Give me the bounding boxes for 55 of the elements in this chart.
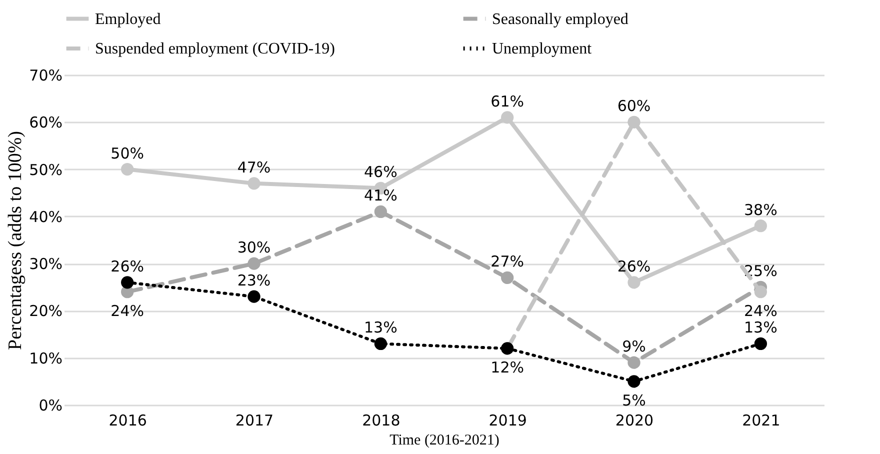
data-label: 60% xyxy=(617,97,651,116)
data-label: 24% xyxy=(110,302,144,320)
x-axis-title: Time (2016-2021) xyxy=(390,432,500,448)
data-label: 38% xyxy=(744,200,778,219)
point xyxy=(121,162,134,176)
data-label: 24% xyxy=(744,302,778,320)
point xyxy=(754,337,767,350)
legend-label: Employed xyxy=(95,10,161,28)
data-label: 47% xyxy=(237,158,271,176)
y-tick-label: 0% xyxy=(38,396,62,414)
data-label: 5% xyxy=(622,391,646,410)
y-axis-title: Percentagess (adds to 100%) xyxy=(5,131,26,350)
point xyxy=(248,257,260,270)
data-label: 27% xyxy=(490,252,524,271)
point xyxy=(754,286,767,298)
data-label: 12% xyxy=(490,358,524,376)
data-label: 26% xyxy=(110,257,144,276)
y-tick-label: 60% xyxy=(29,114,62,132)
point xyxy=(754,220,767,232)
y-tick-label: 50% xyxy=(29,160,62,179)
point xyxy=(628,116,640,128)
data-label: 13% xyxy=(744,318,778,337)
legend-label: Seasonally employed xyxy=(492,10,628,28)
data-label: 50% xyxy=(110,144,144,162)
data-label: 26% xyxy=(617,257,651,276)
point xyxy=(501,111,514,124)
data-label: 30% xyxy=(237,238,271,257)
point xyxy=(628,375,640,388)
point xyxy=(628,276,640,289)
data-label: 9% xyxy=(622,338,646,356)
legend-label: Unemployment xyxy=(492,40,592,58)
data-label: 23% xyxy=(237,272,271,290)
point xyxy=(628,356,640,369)
point xyxy=(374,337,387,350)
data-label: 61% xyxy=(490,92,524,110)
point xyxy=(121,276,134,289)
data-label: 13% xyxy=(364,318,398,337)
x-tick-label: 2020 xyxy=(615,412,654,430)
point xyxy=(374,205,387,218)
x-tick-label: 2017 xyxy=(235,412,274,430)
y-tick-label: 20% xyxy=(29,302,62,320)
x-tick-label: 2016 xyxy=(108,412,147,430)
x-tick-label: 2018 xyxy=(362,412,400,430)
point xyxy=(501,271,514,284)
point xyxy=(248,177,260,190)
x-tick-label: 2019 xyxy=(488,412,527,430)
y-tick-label: 10% xyxy=(29,349,62,368)
point xyxy=(248,290,260,303)
y-tick-label: 30% xyxy=(29,255,62,274)
data-label: 41% xyxy=(364,186,398,205)
y-tick-label: 40% xyxy=(29,208,62,226)
legend-label: Suspended employment (COVID-19) xyxy=(95,40,335,58)
y-tick-label: 70% xyxy=(29,66,62,84)
x-tick-label: 2021 xyxy=(742,412,780,430)
data-label: 46% xyxy=(364,163,398,182)
